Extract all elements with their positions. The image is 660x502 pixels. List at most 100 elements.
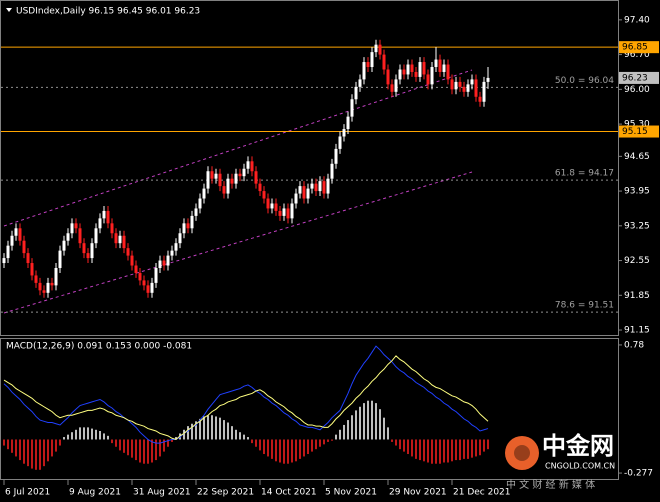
x-tick-label: 9 Aug 2021 bbox=[69, 488, 121, 498]
candle-body bbox=[134, 265, 138, 273]
menu-arrow[interactable] bbox=[6, 8, 12, 12]
candle-body bbox=[470, 79, 474, 85]
candle-body bbox=[430, 67, 434, 85]
candle-body bbox=[370, 52, 374, 68]
y-tick-label: 92.55 bbox=[624, 256, 650, 266]
x-tick-label: 29 Nov 2021 bbox=[389, 488, 447, 498]
candle-body bbox=[274, 203, 278, 211]
last-price-label: 96.23 bbox=[622, 73, 648, 83]
main-frame bbox=[0, 0, 619, 336]
candle-body bbox=[82, 243, 86, 254]
candle-body bbox=[414, 71, 418, 77]
candle-body bbox=[10, 235, 14, 246]
candle-body bbox=[18, 228, 22, 241]
candle-body bbox=[170, 250, 174, 256]
watermark-logo-inner bbox=[514, 445, 530, 461]
candle-body bbox=[246, 161, 250, 169]
x-tick-label: 21 Dec 2021 bbox=[453, 488, 511, 498]
watermark-brand: 中金网 bbox=[542, 432, 614, 460]
candle-body bbox=[118, 235, 122, 244]
candle-body bbox=[394, 79, 398, 92]
candle-body bbox=[282, 208, 286, 216]
candle-body bbox=[162, 260, 166, 266]
channel-upper bbox=[3, 69, 473, 227]
y-tick-label: 94.65 bbox=[624, 152, 650, 162]
candle-body bbox=[182, 223, 186, 234]
candle-body bbox=[186, 223, 190, 229]
candle-body bbox=[278, 210, 282, 216]
candle-body bbox=[474, 79, 478, 97]
candle-body bbox=[318, 181, 322, 192]
candle-body bbox=[38, 282, 42, 291]
candle-body bbox=[382, 54, 386, 70]
candle-body bbox=[374, 44, 378, 53]
candle-body bbox=[410, 64, 414, 72]
fib-label: 61.8 = 94.17 bbox=[555, 169, 614, 179]
candle-body bbox=[22, 240, 26, 254]
candle-body bbox=[70, 223, 74, 234]
candle-body bbox=[126, 248, 130, 256]
candle-body bbox=[354, 86, 358, 100]
x-tick-label: 6 Jul 2021 bbox=[5, 488, 50, 498]
watermark-site: CNGOLD.COM.CN bbox=[545, 462, 615, 471]
candle-body bbox=[426, 74, 430, 85]
candle-body bbox=[442, 64, 446, 72]
candle-body bbox=[438, 59, 442, 72]
candle-body bbox=[26, 253, 30, 264]
candle-body bbox=[258, 183, 262, 192]
level-tag bbox=[619, 125, 659, 138]
candle-body bbox=[422, 62, 426, 75]
candle-body bbox=[198, 198, 202, 209]
candle-body bbox=[342, 129, 346, 137]
y-tick-label: 93.95 bbox=[624, 187, 650, 197]
y-tick-label: 97.40 bbox=[624, 15, 650, 25]
candle-body bbox=[406, 64, 410, 75]
fib-label: 50.0 = 96.04 bbox=[555, 76, 614, 86]
candle-body bbox=[174, 243, 178, 251]
candle-body bbox=[386, 69, 390, 85]
candle-body bbox=[178, 233, 182, 244]
candle-body bbox=[110, 223, 114, 234]
candle-body bbox=[146, 285, 150, 293]
candle-body bbox=[54, 268, 58, 286]
macd-line bbox=[3, 345, 489, 444]
candle-body bbox=[234, 173, 238, 184]
candle-body bbox=[458, 81, 462, 87]
candle-body bbox=[94, 228, 98, 244]
candle-body bbox=[306, 188, 310, 199]
candle-body bbox=[418, 62, 422, 77]
candle-body bbox=[202, 188, 206, 199]
fib-label: 78.6 = 91.51 bbox=[555, 301, 614, 311]
candle-body bbox=[478, 96, 482, 102]
candle-body bbox=[214, 173, 218, 179]
candle-body bbox=[150, 282, 154, 293]
candle-body bbox=[330, 163, 334, 179]
watermark: 中金网 CNGOLD.COM.CN 中 文 财 经 新 媒 体 bbox=[505, 432, 615, 491]
candle-body bbox=[326, 178, 330, 194]
candle-body bbox=[114, 233, 118, 244]
candle-body bbox=[322, 181, 326, 194]
candle-body bbox=[482, 81, 486, 102]
candle-body bbox=[34, 275, 38, 283]
candle-body bbox=[130, 255, 134, 266]
candle-body bbox=[446, 64, 450, 80]
y-tick-label: 96.70 bbox=[624, 50, 650, 60]
candle-body bbox=[86, 253, 90, 259]
candle-body bbox=[254, 171, 258, 184]
indicator-y-tick-label: 0.78 bbox=[624, 340, 644, 350]
candle-body bbox=[290, 203, 294, 219]
candle-body bbox=[230, 178, 234, 184]
candle-body bbox=[314, 183, 318, 192]
candle-body bbox=[362, 62, 366, 80]
candle-body bbox=[398, 69, 402, 80]
indicator-label: MACD(12,26,9) 0.091 0.153 0.000 -0.081 bbox=[6, 342, 192, 352]
candle-body bbox=[6, 245, 10, 259]
candle-body bbox=[106, 210, 110, 224]
candle-body bbox=[450, 79, 454, 90]
candle-body bbox=[142, 280, 146, 286]
candle-body bbox=[302, 186, 306, 199]
candle-body bbox=[338, 136, 342, 149]
level-tag-label: 95.15 bbox=[622, 127, 648, 137]
candle-body bbox=[30, 263, 34, 276]
